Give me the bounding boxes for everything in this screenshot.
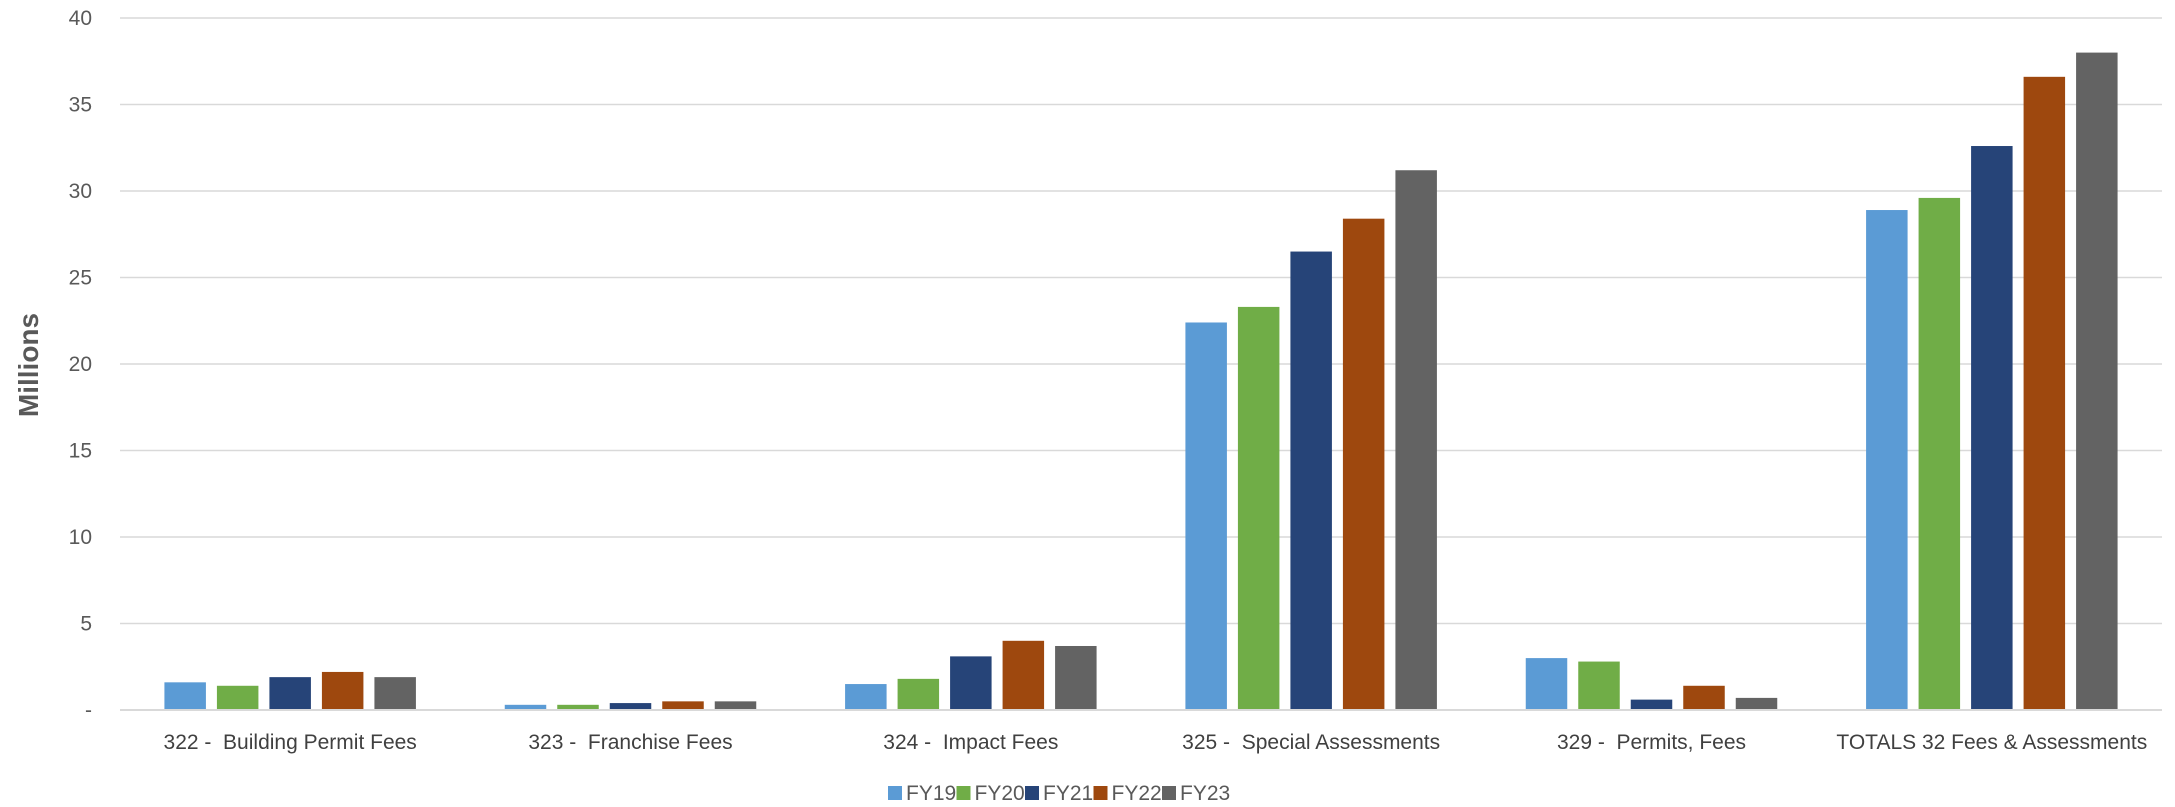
legend-swatch-fy22 [1093, 786, 1108, 800]
legend-swatch-fy21 [1025, 786, 1039, 800]
bar-fy22-cat1 [662, 701, 704, 710]
bar-fy20-cat4 [1578, 661, 1620, 710]
bars [164, 52, 2118, 711]
bar-fy22-cat4 [1683, 685, 1725, 710]
y-tick-label: - [85, 699, 92, 722]
bar-fy19-cat2 [845, 684, 887, 710]
y-tick-label: 30 [69, 180, 92, 203]
bar-fy21-cat4 [1630, 699, 1673, 710]
y-tick-label: 25 [69, 267, 92, 290]
bar-fy23-cat5 [2076, 52, 2118, 711]
legend-label-fy19: FY19 [906, 782, 956, 805]
y-tick-label: 10 [69, 526, 92, 549]
x-category-label: 324 - Impact Fees [883, 731, 1058, 754]
legend-label-fy21: FY21 [1043, 782, 1093, 805]
legend-label-fy23: FY23 [1180, 782, 1230, 805]
bar-fy19-cat3 [1185, 322, 1227, 710]
bar-fy21-cat2 [950, 656, 992, 710]
x-category-label: 323 - Franchise Fees [528, 731, 732, 754]
bar-fy22-cat2 [1002, 640, 1045, 710]
bar-fy20-cat1 [557, 704, 599, 710]
legend-label-fy20: FY20 [975, 782, 1025, 805]
bar-fy21-cat5 [1971, 146, 2013, 710]
legend-swatch-fy20 [956, 786, 971, 800]
bar-fy23-cat3 [1395, 170, 1437, 711]
x-category-label: 322 - Building Permit Fees [164, 731, 417, 754]
x-category-label: TOTALS 32 Fees & Assessments [1836, 731, 2147, 754]
x-category-label: 329 - Permits, Fees [1557, 731, 1746, 754]
bar-fy20-cat0 [216, 685, 259, 710]
y-axis-ticks: - 5 10 15 20 25 30 35 40 [69, 7, 92, 722]
bar-fy23-cat0 [374, 677, 416, 710]
y-tick-label: 35 [69, 94, 92, 117]
bar-fy21-cat3 [1290, 251, 1332, 711]
x-axis-categories: 322 - Building Permit Fees 323 - Franchis… [164, 731, 2148, 754]
bar-fy22-cat3 [1342, 218, 1385, 710]
bar-fy23-cat2 [1055, 645, 1097, 710]
y-axis-title: Millions [13, 313, 44, 417]
bar-fy19-cat1 [504, 704, 547, 710]
y-tick-label: 15 [69, 440, 92, 463]
bar-fy19-cat4 [1525, 658, 1568, 710]
bar-fy20-cat5 [1918, 197, 1961, 711]
bar-fy23-cat1 [714, 701, 757, 710]
bar-fy20-cat3 [1237, 306, 1280, 710]
x-category-label: 325 - Special Assessments [1182, 731, 1440, 754]
y-tick-label: 5 [80, 613, 92, 636]
legend: FY19 FY20 FY21 FY22 FY23 [888, 782, 1230, 805]
legend-swatch-fy23 [1162, 786, 1176, 800]
bar-fy19-cat5 [1866, 210, 1908, 710]
y-tick-label: 40 [69, 7, 92, 30]
bar-fy20-cat2 [897, 678, 940, 710]
bar-fy23-cat4 [1735, 697, 1778, 710]
legend-swatch-fy19 [888, 786, 902, 800]
bar-fy22-cat0 [321, 671, 364, 710]
gridlines [120, 17, 2162, 625]
legend-label-fy22: FY22 [1112, 782, 1162, 805]
bar-fy22-cat5 [2023, 76, 2066, 710]
y-tick-label: 20 [69, 353, 92, 376]
bar-fy21-cat0 [269, 677, 311, 710]
bar-fy21-cat1 [609, 703, 652, 710]
bar-fy19-cat0 [164, 682, 206, 710]
